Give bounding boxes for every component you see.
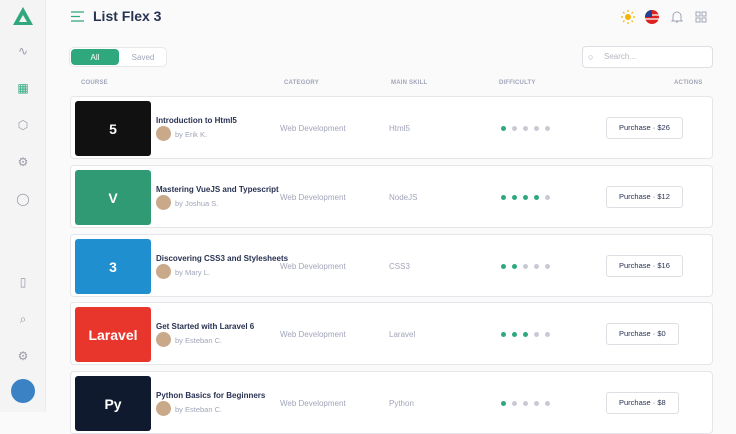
course-thumbnail[interactable]: V [75, 170, 151, 225]
col-difficulty: DIFFICULTY [499, 80, 536, 86]
difficulty-dot [512, 332, 517, 337]
search-icon[interactable]: ⌕ [19, 311, 27, 326]
course-skill: CSS3 [389, 262, 410, 271]
table-row: V Mastering VueJS and Typescript by Josh… [70, 165, 713, 228]
tab-saved[interactable]: Saved [131, 52, 155, 62]
col-main-skill: MAIN SKILL [391, 80, 428, 86]
filter-tabs: All Saved [69, 47, 167, 67]
tab-all[interactable]: All [71, 49, 119, 65]
course-name[interactable]: Get Started with Laravel 6 [156, 322, 255, 331]
difficulty-rating [501, 264, 550, 269]
col-category: CATEGORY [284, 80, 319, 86]
settings-icon[interactable]: ⚙ [17, 349, 29, 363]
author-avatar [156, 126, 171, 141]
course-category: Web Development [280, 330, 346, 339]
search-input[interactable]: Search... [582, 46, 713, 68]
course-category: Web Development [280, 124, 346, 133]
difficulty-rating [501, 195, 550, 200]
difficulty-dot [501, 126, 506, 131]
author-avatar [156, 332, 171, 347]
course-name[interactable]: Mastering VueJS and Typescript [156, 185, 279, 194]
course-category: Web Development [280, 193, 346, 202]
course-author: by Joshua S. [175, 199, 219, 208]
purchase-button[interactable]: Purchase · $16 [606, 255, 683, 277]
purchase-button[interactable]: Purchase · $26 [606, 117, 683, 139]
difficulty-dot [501, 332, 506, 337]
author-avatar [156, 401, 171, 416]
difficulty-dot [545, 332, 550, 337]
course-thumbnail[interactable]: 5 [75, 101, 151, 156]
col-actions: ACTIONS [674, 80, 703, 86]
difficulty-dot [512, 195, 517, 200]
difficulty-rating [501, 126, 550, 131]
table-row: Py Python Basics for Beginners by Esteba… [70, 371, 713, 434]
difficulty-dot [545, 195, 550, 200]
difficulty-dot [512, 126, 517, 131]
activity-icon[interactable]: ∿ [17, 44, 29, 58]
bell-icon[interactable] [670, 10, 684, 24]
difficulty-dot [501, 264, 506, 269]
sidebar: ∿ ▦ ⬡ ⚙ ◯ ▯ ⌕ ⚙ [0, 0, 46, 412]
difficulty-dot [501, 195, 506, 200]
difficulty-dot [534, 332, 539, 337]
course-thumbnail[interactable]: 3 [75, 239, 151, 294]
course-skill: Html5 [389, 124, 410, 133]
chat-icon[interactable]: ◯ [16, 192, 30, 206]
col-course: COURSE [81, 80, 108, 86]
course-author: by Erik K. [175, 130, 208, 139]
purchase-button[interactable]: Purchase · $0 [606, 323, 679, 345]
difficulty-dot [523, 332, 528, 337]
difficulty-dot [523, 401, 528, 406]
difficulty-dot [545, 264, 550, 269]
course-author: by Mary L. [175, 268, 211, 277]
course-name[interactable]: Python Basics for Beginners [156, 391, 266, 400]
course-name[interactable]: Discovering CSS3 and Stylesheets [156, 254, 289, 263]
menu-icon[interactable] [71, 11, 84, 22]
course-category: Web Development [280, 262, 346, 271]
cog-icon[interactable]: ⚙ [17, 155, 29, 169]
panel-icon[interactable]: ▯ [19, 275, 27, 289]
course-name[interactable]: Introduction to Html5 [156, 116, 237, 125]
difficulty-dot [523, 195, 528, 200]
course-category: Web Development [280, 399, 346, 408]
difficulty-rating [501, 401, 550, 406]
grid-icon[interactable]: ▦ [17, 81, 29, 95]
course-author: by Esteban C. [175, 336, 223, 345]
difficulty-rating [501, 332, 550, 337]
apps-icon[interactable] [694, 10, 708, 24]
logo-icon[interactable] [12, 6, 34, 26]
avatar[interactable] [11, 379, 35, 403]
flag-icon[interactable] [645, 10, 659, 24]
sun-icon[interactable] [621, 10, 635, 24]
difficulty-dot [512, 401, 517, 406]
page-title: List Flex 3 [93, 8, 162, 24]
course-thumbnail[interactable]: Laravel [75, 307, 151, 362]
course-skill: Laravel [389, 330, 416, 339]
difficulty-dot [545, 126, 550, 131]
difficulty-dot [534, 264, 539, 269]
difficulty-dot [523, 264, 528, 269]
difficulty-dot [534, 195, 539, 200]
search-icon: ○ [588, 52, 594, 62]
table-row: 3 Discovering CSS3 and Stylesheets by Ma… [70, 234, 713, 297]
table-row: Laravel Get Started with Laravel 6 by Es… [70, 302, 713, 365]
difficulty-dot [501, 401, 506, 406]
purchase-button[interactable]: Purchase · $8 [606, 392, 679, 414]
course-author: by Esteban C. [175, 405, 223, 414]
course-thumbnail[interactable]: Py [75, 376, 151, 431]
difficulty-dot [534, 126, 539, 131]
course-skill: Python [389, 399, 414, 408]
table-row: 5 Introduction to Html5 by Erik K. Web D… [70, 96, 713, 159]
difficulty-dot [534, 401, 539, 406]
box-icon[interactable]: ⬡ [17, 118, 29, 132]
difficulty-dot [523, 126, 528, 131]
difficulty-dot [545, 401, 550, 406]
difficulty-dot [512, 264, 517, 269]
course-skill: NodeJS [389, 193, 418, 202]
author-avatar [156, 195, 171, 210]
author-avatar [156, 264, 171, 279]
purchase-button[interactable]: Purchase · $12 [606, 186, 683, 208]
